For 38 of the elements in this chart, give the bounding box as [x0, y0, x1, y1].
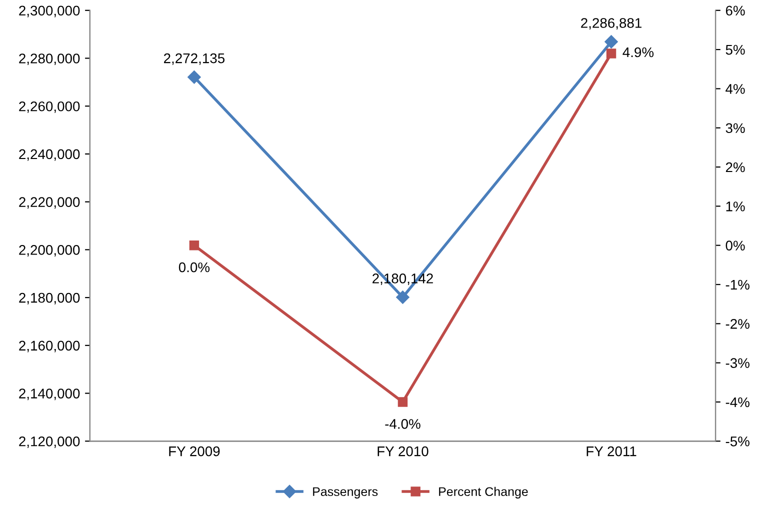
point — [604, 35, 618, 48]
y-tick-label: 2,280,000 — [19, 54, 80, 66]
y2-tick-label: 6% — [726, 6, 745, 16]
x-tick-label: FY 2011 — [586, 446, 636, 456]
y2-tick-label: 1% — [726, 202, 745, 212]
data-label: 0.0% — [178, 262, 210, 272]
data-label: 4.9% — [622, 47, 654, 58]
legend-label: Percent Change — [439, 486, 528, 499]
y-tick-label: 2,120,000 — [19, 436, 80, 448]
point — [398, 397, 408, 407]
data-label: -4.0% — [385, 419, 420, 429]
y2-tick-label: 0% — [726, 240, 745, 251]
y-tick-label: 2,240,000 — [19, 149, 80, 161]
y2-tick-label: 2% — [726, 162, 745, 172]
y-tick-label: 2,180,000 — [19, 292, 80, 304]
x-tick-label: FY 2010 — [378, 446, 428, 456]
point — [396, 290, 410, 304]
x-tick-label: FY 2009 — [169, 446, 220, 456]
y2-tick-label: -5% — [726, 436, 750, 446]
legend-label: Passengers — [313, 487, 378, 499]
y2-tick-label: 3% — [726, 123, 745, 134]
y2-tick-label: -3% — [726, 358, 750, 368]
y-tick-label: 2,300,000 — [19, 6, 80, 18]
y2-tick-label: -2% — [726, 319, 750, 329]
y-tick-label: 2,160,000 — [19, 340, 80, 352]
y-tick-label: 2,140,000 — [19, 388, 80, 400]
y-tick-label: 2,200,000 — [19, 245, 80, 257]
y-tick-label: 2,260,000 — [19, 101, 80, 113]
data-label: 2,272,135 — [164, 53, 225, 65]
point — [188, 70, 201, 84]
y2-tick-label: 4% — [726, 84, 745, 94]
point — [189, 240, 200, 250]
point — [606, 48, 616, 58]
data-label: 2,286,881 — [581, 18, 642, 30]
y2-tick-label: 5% — [726, 44, 745, 55]
y2-tick-label: -4% — [726, 397, 750, 408]
y-tick-label: 2,220,000 — [19, 197, 80, 209]
y2-tick-label: -1% — [726, 280, 750, 290]
